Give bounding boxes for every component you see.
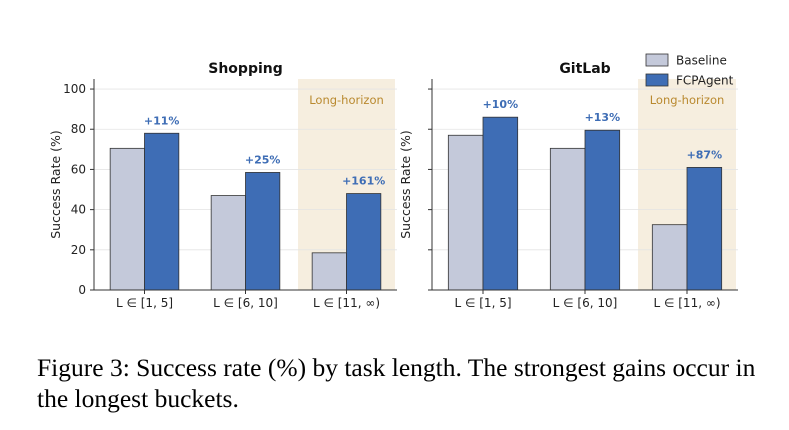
panel-title: GitLab	[559, 61, 610, 77]
panel-title: Shopping	[208, 61, 283, 77]
bar-fcpagent-2	[584, 129, 621, 291]
y-axis-label: Success Rate (%)	[398, 130, 413, 239]
chart-figure: Long-horizon 0 20 40 60 80 100 +11% L ∈ [1, 5] +2…	[48, 53, 738, 310]
bar-baseline-3	[311, 252, 347, 291]
x-tick-label: L ∈ [11, ∞)	[313, 296, 380, 310]
x-tick-label: L ∈ [1, 5]	[116, 296, 173, 310]
chart-panel-shopping: Long-horizon 0 20 40 60 80 100 +11% L ∈ [1, 5] +2…	[48, 61, 397, 310]
figure-caption: Figure 3: Success rate (%) by task lengt…	[37, 353, 756, 413]
gain-annotation: +13%	[585, 111, 621, 124]
bar-fcpagent-3	[346, 193, 382, 291]
bar-fcpagent-2	[245, 172, 281, 291]
bar-fcpagent-1	[482, 116, 519, 291]
gain-annotation: +161%	[342, 175, 385, 188]
legend-label-fcpagent: FCPAgent	[676, 74, 734, 88]
y-axis-label: Success Rate (%)	[48, 130, 63, 239]
y-tick-label: 100	[63, 82, 86, 96]
gain-annotation: +25%	[245, 153, 281, 166]
chart-panel-gitlab: Long-horizon +10% L ∈ [1, 5] +13% L ∈ [6, 10…	[398, 61, 738, 310]
x-tick-label: L ∈ [6, 10]	[553, 296, 618, 310]
bar-fcpagent-3	[686, 167, 723, 291]
bar-baseline-2	[549, 147, 586, 291]
x-tick-label: L ∈ [11, ∞)	[653, 296, 720, 310]
y-tick-label: 60	[71, 162, 86, 176]
x-tick-label: L ∈ [1, 5]	[454, 296, 511, 310]
x-tick-label: L ∈ [6, 10]	[213, 296, 278, 310]
bar-baseline-3	[651, 224, 688, 291]
legend: Baseline FCPAgent	[645, 53, 734, 88]
bar-baseline-1	[109, 147, 145, 291]
y-tick-label: 0	[78, 283, 86, 297]
legend-swatch-fcpagent	[645, 73, 669, 87]
y-tick-label: 20	[71, 243, 86, 257]
legend-swatch-baseline	[645, 53, 669, 67]
long-horizon-label: Long-horizon	[650, 93, 725, 107]
gain-annotation: +10%	[483, 98, 519, 111]
gain-annotation: +11%	[144, 114, 180, 127]
long-horizon-label: Long-horizon	[309, 93, 384, 107]
y-tick-label: 40	[71, 203, 86, 217]
gain-annotation: +87%	[687, 148, 723, 161]
y-tick-label: 80	[71, 122, 86, 136]
bar-baseline-2	[210, 195, 246, 291]
legend-label-baseline: Baseline	[676, 54, 727, 68]
bar-fcpagent-1	[144, 132, 180, 291]
bar-baseline-1	[447, 134, 484, 291]
